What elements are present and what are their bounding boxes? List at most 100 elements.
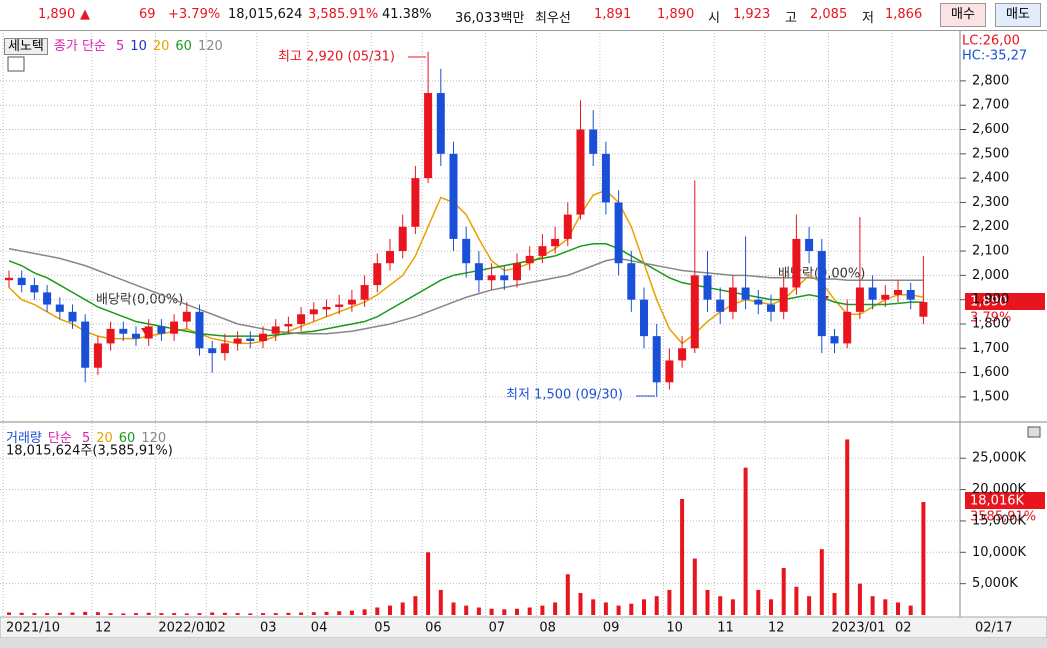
legend-item: 10 xyxy=(130,39,147,54)
candle-body xyxy=(855,287,864,312)
x-tick-label: 04 xyxy=(311,621,328,636)
volume-bar xyxy=(591,599,596,615)
volume-bar xyxy=(235,613,240,615)
bid: 1,890 xyxy=(657,7,695,22)
volume-bar xyxy=(667,589,672,615)
volume-bar xyxy=(375,607,380,615)
y-tick-label: 1,900 xyxy=(972,292,1009,307)
grid xyxy=(0,33,960,617)
ask: 1,891 xyxy=(594,7,632,22)
candle-body xyxy=(779,287,788,312)
x-tick-label: 2021/10 xyxy=(6,621,60,636)
candle-body xyxy=(741,287,750,300)
candle-body xyxy=(487,275,496,281)
candle-body xyxy=(894,289,902,295)
change: 69 xyxy=(139,7,156,22)
y-tick-label: 2,700 xyxy=(972,98,1009,113)
sell-button[interactable]: 매도 xyxy=(995,3,1041,27)
turnover: 41.38% xyxy=(382,7,432,22)
lc-label: LC:26,00 xyxy=(962,34,1020,49)
volume-bar xyxy=(578,593,583,615)
volume-bar xyxy=(502,609,507,615)
candle-body xyxy=(208,348,217,354)
candle-body xyxy=(297,314,306,324)
panel-button[interactable] xyxy=(1027,426,1041,438)
scrollbar xyxy=(0,638,1047,648)
legend-item: 120 xyxy=(197,39,223,54)
last-volume-box xyxy=(965,492,1045,509)
candle-body xyxy=(411,178,420,227)
volume-bar xyxy=(857,583,862,615)
volume-bar xyxy=(337,611,342,615)
candle-body xyxy=(233,338,242,344)
x-tick-label: 11 xyxy=(717,621,734,636)
last-price: 1,890 xyxy=(970,295,1007,310)
volume-bar xyxy=(286,612,291,615)
candle-body xyxy=(182,311,191,322)
candle-body xyxy=(157,326,166,334)
volume-bar xyxy=(400,602,405,615)
candle-body xyxy=(309,309,318,315)
volume-bar xyxy=(540,605,545,615)
candle-body xyxy=(500,275,509,281)
direction: ▲ xyxy=(80,7,90,22)
y-tick-label: 15,000K xyxy=(972,513,1026,528)
y-tick-label: 2,200 xyxy=(972,219,1009,234)
volume-bar xyxy=(870,596,875,615)
volume-name: 거래량 xyxy=(6,431,42,446)
y-tick-label: 1,800 xyxy=(972,316,1009,331)
candle-body xyxy=(55,304,64,312)
candle-body xyxy=(817,251,826,337)
candle-body xyxy=(436,93,445,154)
dividend-annotation: 배당락(0,00%) xyxy=(96,293,183,308)
candle-body xyxy=(93,343,102,368)
candle-body xyxy=(525,255,534,264)
volume-bar xyxy=(121,613,126,615)
volume-bar xyxy=(134,613,138,615)
candle-body xyxy=(259,333,267,341)
change-rate: +3.79% xyxy=(168,7,221,22)
candle-body xyxy=(703,275,712,300)
volume-bar xyxy=(362,609,367,615)
candle-body xyxy=(652,336,661,383)
high-label: 고 xyxy=(785,11,797,26)
candle-body xyxy=(576,129,585,215)
candle-body xyxy=(5,277,13,281)
volume-bar xyxy=(756,589,761,615)
candle-body xyxy=(68,311,77,322)
candle-body xyxy=(449,153,458,239)
candle-body xyxy=(30,285,39,293)
x-tick-label: 05 xyxy=(374,621,391,636)
volume-bar xyxy=(718,596,723,615)
candle-body xyxy=(601,153,610,203)
legend-item: 5 xyxy=(116,39,125,54)
buy-button[interactable]: 매수 xyxy=(940,3,986,27)
volume-bar xyxy=(83,611,88,615)
last-change: 3.79% xyxy=(970,311,1011,326)
candle-body xyxy=(424,93,433,179)
volume-bar xyxy=(819,549,824,615)
legend-item: 20 xyxy=(96,431,113,446)
volume-bar xyxy=(527,607,532,615)
candle-body xyxy=(551,238,560,247)
volume-bar xyxy=(95,612,100,615)
y-tick-label: 2,400 xyxy=(972,171,1009,186)
table-icon[interactable] xyxy=(7,56,25,72)
candle-body xyxy=(792,238,801,288)
low-annotation: 최저 1,500 (09/30) xyxy=(506,388,623,403)
stock-name[interactable]: 세노텍 xyxy=(4,38,48,55)
volume-bar xyxy=(248,613,253,615)
volume-bar xyxy=(705,589,710,615)
low: 1,866 xyxy=(885,7,923,22)
volume-bar xyxy=(730,599,735,615)
x-end-label: 02/17 xyxy=(975,621,1012,636)
volume-bar xyxy=(172,613,177,615)
volume-bar xyxy=(146,612,151,615)
candle-body xyxy=(640,299,648,337)
amount: 36,033백만 xyxy=(455,11,525,26)
x-tick-label: 2022/01 xyxy=(158,621,212,636)
volume-bar xyxy=(388,605,392,615)
volume-bar xyxy=(184,613,189,615)
volume-bar xyxy=(349,610,354,615)
